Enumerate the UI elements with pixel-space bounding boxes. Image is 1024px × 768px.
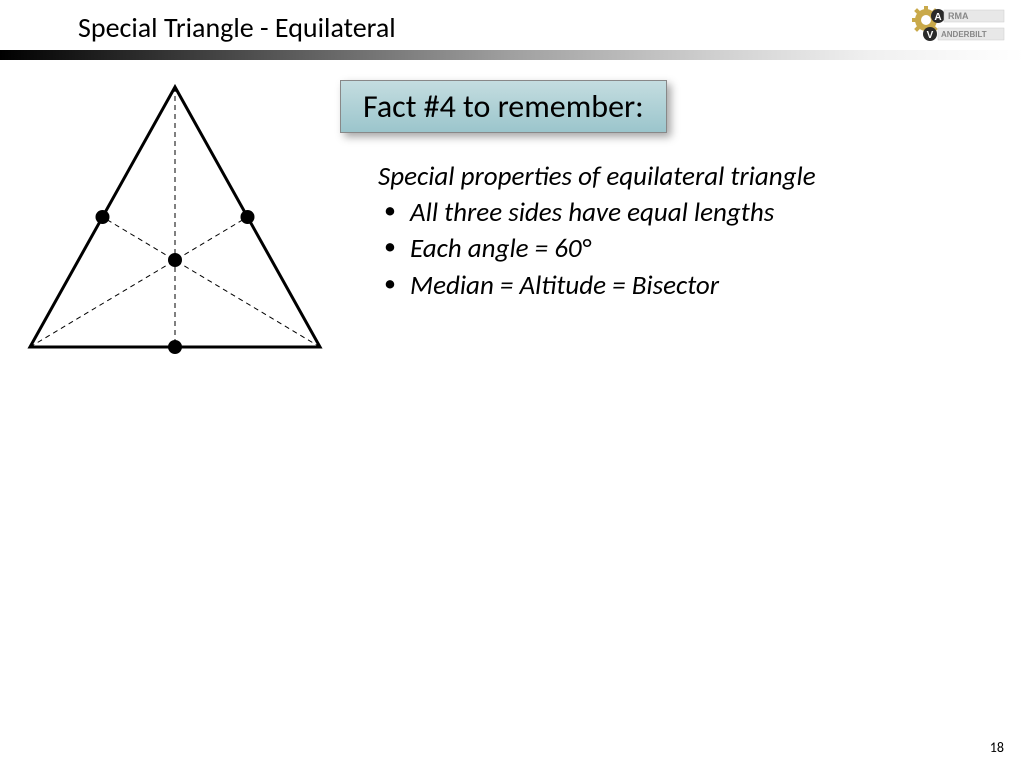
page-number: 18 [990, 739, 1004, 756]
svg-text:V: V [927, 30, 934, 41]
equilateral-triangle-diagram [10, 72, 340, 382]
properties-heading: Special properties of equilateral triang… [378, 160, 938, 193]
slide-title: Special Triangle - Equilateral [78, 10, 1024, 45]
svg-text:A: A [934, 12, 941, 23]
fact-callout-box: Fact #4 to remember: [340, 80, 667, 133]
header-divider-bar [0, 50, 1024, 60]
svg-text:ANDERBILT: ANDERBILT [941, 30, 987, 39]
list-item: All three sides have equal lengths [410, 195, 938, 231]
svg-text:RMA: RMA [948, 11, 969, 21]
properties-list: All three sides have equal lengths Each … [378, 195, 938, 304]
fact-callout-label: Fact #4 to remember: [363, 87, 644, 126]
properties-block: Special properties of equilateral triang… [378, 160, 938, 304]
list-item: Each angle = 60° [410, 231, 938, 267]
list-item: Median = Altitude = Bisector [410, 268, 938, 304]
logo: A V RMA ANDERBILT [906, 6, 1006, 46]
